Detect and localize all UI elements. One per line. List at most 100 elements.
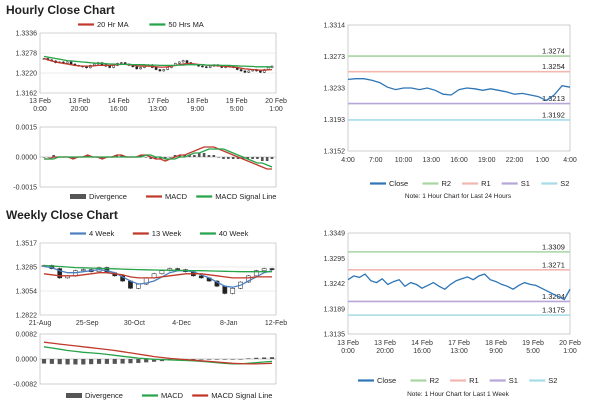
weekly-pivot-ytick: 1.3295 xyxy=(324,256,346,263)
hourly-macd-divergence-bar xyxy=(47,157,51,158)
hourly-price-candle xyxy=(205,66,208,68)
hourly-price-candle xyxy=(69,61,73,65)
hourly-macd-divergence-bar xyxy=(197,153,201,157)
hourly-price-xtick: 13 Feb xyxy=(68,98,90,105)
hourly-price-candle xyxy=(108,65,111,68)
hourly-macd-legend-label: Divergence xyxy=(89,192,127,201)
weekly-macd-divergence-bar xyxy=(222,359,227,360)
weekly-pivot-s1-label: 1.3204 xyxy=(542,292,565,301)
hourly-price-candle xyxy=(139,67,142,70)
weekly-macd-divergence-bar xyxy=(128,359,133,364)
weekly-macd-divergence-bar xyxy=(57,359,62,365)
hourly-price-ytick: 1.3162 xyxy=(16,91,38,98)
hourly-macd-divergence-bar xyxy=(120,155,123,157)
hourly-price-xtick: 18 Feb xyxy=(186,98,208,105)
hourly-price-candle xyxy=(158,69,162,72)
weekly-pivot-xtick: 18 Feb xyxy=(485,340,507,347)
weekly-pivot-legend-label: R2 xyxy=(430,376,440,385)
weekly-pivot-close-line xyxy=(347,273,571,301)
hourly-pivot-legend-label: R2 xyxy=(442,179,452,188)
weekly-pivot-r1-label: 1.3271 xyxy=(542,260,565,269)
hourly-price-candle xyxy=(85,66,88,69)
weekly-macd-ytick: 0.0082 xyxy=(16,332,38,339)
weekly-price-candle xyxy=(159,270,165,275)
weekly-pivot-frame xyxy=(347,232,571,335)
hourly-price-candle xyxy=(162,69,166,72)
weekly-macd-divergence-bar xyxy=(214,359,220,360)
hourly-macd-divergence-bar xyxy=(265,157,269,161)
hourly-macd-divergence-bar xyxy=(115,155,119,157)
hourly-price-xtick: 13:00 xyxy=(149,106,167,113)
weekly-price-candle xyxy=(80,269,86,271)
hourly-price-xtick: 13 Feb xyxy=(29,98,51,105)
weekly-pivot-legend-label: Close xyxy=(377,376,396,385)
weekly-pivot-xtick: 13:00 xyxy=(450,348,468,355)
weekly-price-xtick: 12-Feb xyxy=(265,320,287,327)
weekly-price-xtick: 8-Jan xyxy=(220,320,238,327)
weekly-price-xtick: 21-Aug xyxy=(29,320,52,327)
weekly-macd-legend-label: Divergence xyxy=(85,391,123,400)
weekly-macd-divergence-bar xyxy=(151,359,157,362)
hourly-price-candle xyxy=(181,60,185,63)
hourly-title: Hourly Close Chart xyxy=(6,3,115,17)
weekly-pivot-xtick: 20:00 xyxy=(376,348,394,355)
weekly-macd-divergence-bar xyxy=(199,359,204,360)
hourly-pivot-xtick: 16:00 xyxy=(450,157,468,164)
hourly-price-legend-label: 20 Hr MA xyxy=(97,20,129,29)
hourly-price-xtick: 14 Feb xyxy=(108,98,130,105)
weekly-title: Weekly Close Chart xyxy=(6,208,118,222)
hourly-macd-divergence-bar xyxy=(42,157,46,158)
hourly-price-xtick: 9:00 xyxy=(191,106,205,113)
weekly-pivot-legend-label: S2 xyxy=(548,376,557,385)
weekly-price-candle xyxy=(57,268,63,279)
hourly-macd-ytick: -0.0015 xyxy=(13,185,37,192)
weekly-macd-divergence-bar xyxy=(120,359,125,364)
hourly-macd-divergence-bar xyxy=(149,157,153,159)
weekly-macd-divergence-bar xyxy=(73,359,78,365)
hourly-macd-divergence-bar xyxy=(159,157,162,159)
hourly-macd-divergence-bar xyxy=(227,157,230,159)
weekly-macd-divergence-bar xyxy=(49,359,54,364)
weekly-price-legend-label: 13 Week xyxy=(152,229,182,238)
weekly-pivot-ytick: 1.3242 xyxy=(324,281,346,288)
weekly-pivot-legend-label: R1 xyxy=(469,376,479,385)
hourly-price-candle xyxy=(259,70,262,73)
weekly-price-candle xyxy=(175,268,180,270)
weekly-price-candle xyxy=(269,268,275,270)
hourly-pivot-r2-label: 1.3274 xyxy=(542,47,565,56)
weekly-pivot-ytick: 1.3135 xyxy=(324,332,346,339)
weekly-pivot-xtick: 20 Feb xyxy=(559,340,581,347)
hourly-macd-legend-label: MACD xyxy=(165,192,188,201)
hourly-macd-divergence-bar xyxy=(222,157,225,159)
hourly-price-xtick: 1:00 xyxy=(269,106,283,113)
hourly-macd-divergence-bar xyxy=(86,155,89,157)
hourly-price-xtick: 20:00 xyxy=(71,106,89,113)
hourly-macd-divergence-bar xyxy=(163,157,167,159)
hourly-macd-ytick: 0.0015 xyxy=(16,125,38,132)
weekly-price-candle xyxy=(222,285,228,294)
hourly-price-legend-label: 50 Hrs MA xyxy=(168,20,203,29)
hourly-price-ma50-line xyxy=(43,55,272,68)
weekly-pivot-ytick: 1.3189 xyxy=(324,306,346,313)
hourly-macd-legend-swatch xyxy=(70,194,86,199)
weekly-macd-ytick: 0.0000 xyxy=(16,357,38,364)
weekly-macd-divergence-bar xyxy=(112,359,117,364)
hourly-price-xtick: 5:00 xyxy=(230,106,244,113)
weekly-macd-divergence-bar xyxy=(104,359,109,364)
hourly-macd-divergence-bar xyxy=(52,155,56,157)
weekly-price-legend-label: 4 Week xyxy=(89,229,115,238)
weekly-macd-signal-line xyxy=(43,341,273,365)
hourly-pivot-close-line xyxy=(347,78,571,102)
hourly-pivot-ytick: 1.3152 xyxy=(324,149,346,156)
hourly-pivot-note: Note: 1 Hour Chart for Last 24 Hours xyxy=(405,193,512,200)
hourly-pivot-legend-label: S1 xyxy=(521,179,530,188)
hourly-macd-divergence-bar xyxy=(270,157,274,159)
hourly-pivot-xtick: 13:00 xyxy=(422,157,440,164)
hourly-price-candle xyxy=(65,61,69,64)
hourly-pivot-ytick: 1.3314 xyxy=(324,23,346,30)
weekly-price-xtick: 30-Oct xyxy=(124,320,145,327)
hourly-price-xtick: 0:00 xyxy=(33,106,47,113)
weekly-macd-legend-label: MACD xyxy=(161,391,184,400)
weekly-macd-divergence-bar xyxy=(136,359,141,363)
